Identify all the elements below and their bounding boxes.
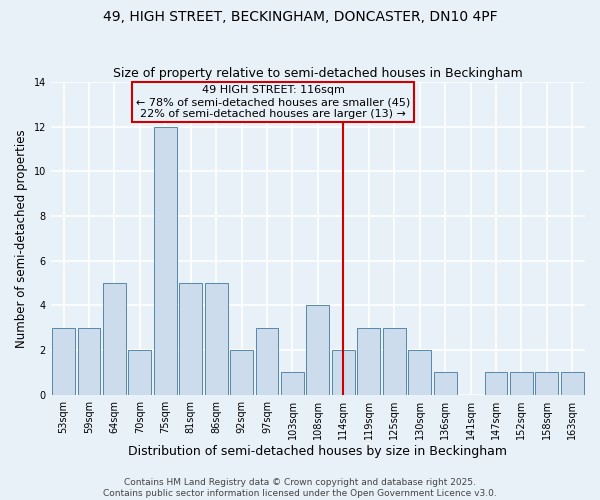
Bar — [205, 283, 227, 395]
Bar — [256, 328, 278, 394]
Text: Contains HM Land Registry data © Crown copyright and database right 2025.
Contai: Contains HM Land Registry data © Crown c… — [103, 478, 497, 498]
Bar — [307, 306, 329, 394]
Bar — [103, 283, 126, 395]
Bar — [332, 350, 355, 395]
Text: 49 HIGH STREET: 116sqm
← 78% of semi-detached houses are smaller (45)
22% of sem: 49 HIGH STREET: 116sqm ← 78% of semi-det… — [136, 86, 410, 118]
Bar — [485, 372, 508, 394]
Text: 49, HIGH STREET, BECKINGHAM, DONCASTER, DN10 4PF: 49, HIGH STREET, BECKINGHAM, DONCASTER, … — [103, 10, 497, 24]
Bar — [561, 372, 584, 394]
Bar — [434, 372, 457, 394]
Bar — [408, 350, 431, 395]
Y-axis label: Number of semi-detached properties: Number of semi-detached properties — [15, 129, 28, 348]
Bar — [383, 328, 406, 394]
Bar — [179, 283, 202, 395]
Bar — [77, 328, 100, 394]
Bar — [281, 372, 304, 394]
Bar — [154, 126, 177, 394]
Bar — [510, 372, 533, 394]
X-axis label: Distribution of semi-detached houses by size in Beckingham: Distribution of semi-detached houses by … — [128, 444, 508, 458]
Bar — [535, 372, 558, 394]
Bar — [128, 350, 151, 395]
Bar — [52, 328, 75, 394]
Bar — [358, 328, 380, 394]
Title: Size of property relative to semi-detached houses in Beckingham: Size of property relative to semi-detach… — [113, 66, 523, 80]
Bar — [230, 350, 253, 395]
